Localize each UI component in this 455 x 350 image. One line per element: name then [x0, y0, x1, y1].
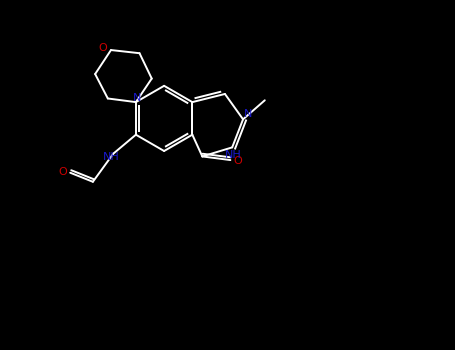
- Text: NH: NH: [225, 150, 242, 160]
- Text: NH: NH: [103, 152, 119, 162]
- Text: O: O: [58, 167, 67, 177]
- Text: N: N: [243, 109, 252, 119]
- Text: N: N: [132, 93, 141, 103]
- Text: O: O: [234, 156, 243, 166]
- Text: O: O: [98, 43, 107, 53]
